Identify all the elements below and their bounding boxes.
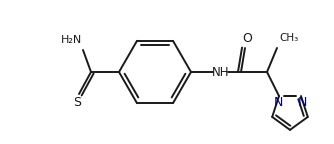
Text: H₂N: H₂N	[60, 35, 81, 45]
Text: CH₃: CH₃	[279, 33, 298, 43]
Text: N: N	[273, 96, 283, 109]
Text: NH: NH	[212, 66, 230, 78]
Text: S: S	[73, 96, 81, 109]
Text: O: O	[242, 32, 252, 44]
Text: N: N	[297, 96, 307, 109]
